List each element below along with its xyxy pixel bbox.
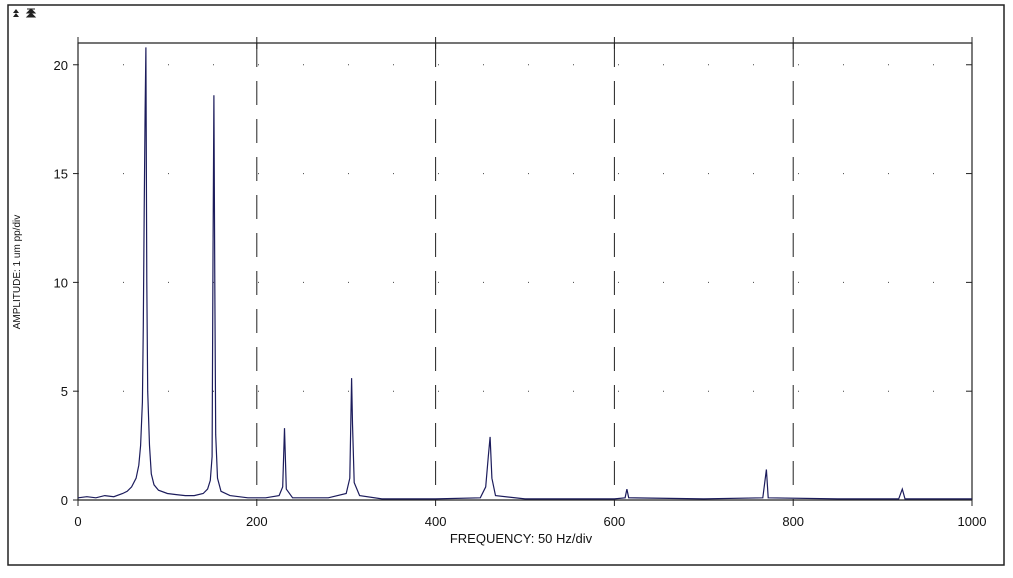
y-axis-label: AMPLITUDE: 1 um pp/div	[12, 215, 23, 329]
y-tick-label: 0	[61, 493, 68, 508]
y-tick-label: 15	[54, 167, 68, 182]
y-tick-label: 20	[54, 58, 68, 73]
x-tick-label: 0	[74, 514, 81, 529]
y-tick-label: 5	[61, 384, 68, 399]
x-tick-label: 1000	[958, 514, 987, 529]
plot-border	[77, 42, 973, 500]
y-tick-label: 10	[54, 275, 68, 290]
collapse-icons[interactable]	[13, 8, 37, 18]
x-axis-label: FREQUENCY: 50 Hz/div	[450, 531, 593, 546]
x-tick-label: 800	[782, 514, 804, 529]
icon-top[interactable]	[25, 8, 37, 18]
x-tick-label: 400	[425, 514, 447, 529]
spectrum-line	[77, 47, 972, 500]
x-tick-label: 200	[246, 514, 268, 529]
frame	[7, 4, 1005, 566]
x-tick-label: 600	[604, 514, 626, 529]
icon-up[interactable]	[13, 9, 19, 17]
